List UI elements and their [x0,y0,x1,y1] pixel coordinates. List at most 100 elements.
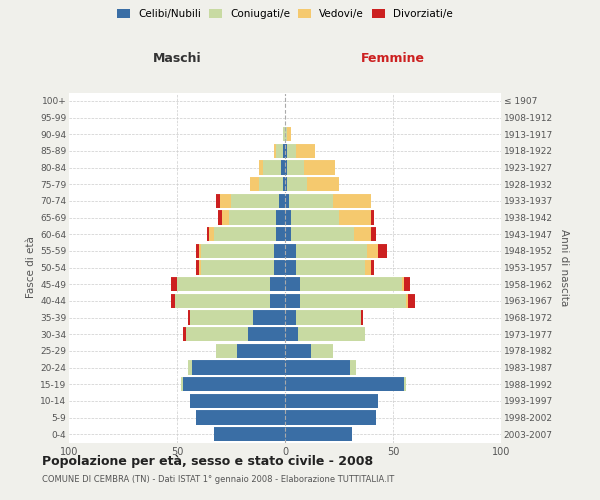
Bar [181,377,285,391]
Bar [177,277,285,291]
Bar [285,377,406,391]
Bar [201,260,285,274]
Bar [285,377,406,391]
Bar [285,260,296,274]
Bar [216,194,285,208]
Bar [196,410,285,424]
Bar [250,177,285,191]
Bar [285,160,287,174]
Bar [285,410,376,424]
Bar [285,344,332,358]
Bar [285,344,311,358]
Bar [196,410,285,424]
Bar [274,144,285,158]
Bar [285,310,296,324]
Bar [274,260,285,274]
Bar [218,210,285,224]
Bar [285,344,332,358]
Bar [285,394,378,408]
Bar [285,227,371,242]
Bar [285,277,404,291]
Bar [283,127,285,141]
Bar [190,394,285,408]
Bar [214,427,285,442]
Bar [196,260,285,274]
Bar [283,127,285,141]
Bar [285,327,365,341]
Bar [250,177,285,191]
Bar [285,177,339,191]
Bar [201,244,285,258]
Bar [196,410,285,424]
Bar [285,277,300,291]
Bar [190,394,285,408]
Bar [285,210,292,224]
Bar [214,427,285,442]
Bar [231,194,285,208]
Bar [277,210,285,224]
Bar [238,344,285,358]
Bar [184,377,285,391]
Bar [285,194,371,208]
Bar [277,227,285,242]
Bar [285,244,367,258]
Bar [285,194,289,208]
Bar [188,360,285,374]
Bar [285,360,350,374]
Bar [259,177,285,191]
Bar [199,244,285,258]
Bar [285,377,404,391]
Bar [285,210,339,224]
Bar [177,277,285,291]
Bar [285,160,335,174]
Bar [214,227,285,242]
Text: Maschi: Maschi [152,52,202,65]
Bar [220,194,285,208]
Bar [285,177,287,191]
Bar [285,277,410,291]
Bar [277,144,285,158]
Bar [263,160,285,174]
Bar [283,127,285,141]
Bar [175,294,285,308]
Bar [285,310,363,324]
Bar [285,327,365,341]
Bar [223,210,285,224]
Bar [285,144,315,158]
Bar [285,294,406,308]
Bar [285,327,298,341]
Bar [285,344,332,358]
Bar [170,294,285,308]
Bar [190,394,285,408]
Bar [285,144,287,158]
Legend: Celibi/Nubili, Coniugati/e, Vedovi/e, Divorziati/e: Celibi/Nubili, Coniugati/e, Vedovi/e, Di… [113,5,457,24]
Bar [283,177,285,191]
Bar [285,244,296,258]
Bar [285,144,315,158]
Bar [285,394,378,408]
Bar [285,377,406,391]
Bar [285,127,287,141]
Bar [170,277,285,291]
Bar [274,244,285,258]
Bar [285,127,292,141]
Text: Popolazione per età, sesso e stato civile - 2008: Popolazione per età, sesso e stato civil… [42,455,373,468]
Bar [285,310,361,324]
Bar [285,394,378,408]
Bar [188,360,285,374]
Bar [285,394,378,408]
Bar [285,210,374,224]
Bar [285,194,332,208]
Bar [190,310,285,324]
Bar [259,160,285,174]
Bar [285,244,378,258]
Bar [270,277,285,291]
Bar [285,310,361,324]
Bar [199,260,285,274]
Bar [188,310,285,324]
Bar [214,427,285,442]
Bar [285,227,292,242]
Bar [285,427,352,442]
Bar [196,244,285,258]
Bar [285,427,352,442]
